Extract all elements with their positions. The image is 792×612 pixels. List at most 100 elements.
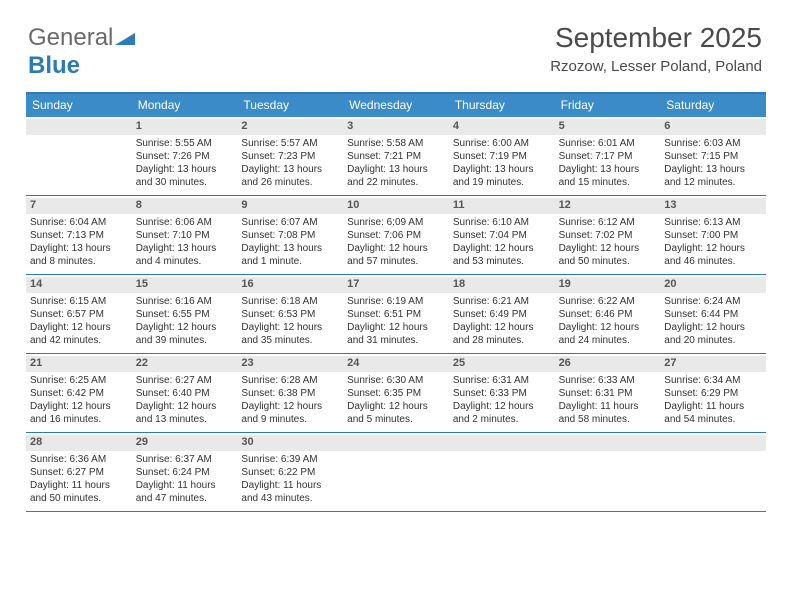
calendar-day-cell: 25Sunrise: 6:31 AMSunset: 6:33 PMDayligh… — [449, 354, 555, 432]
sunrise-text: Sunrise: 6:03 AM — [664, 137, 762, 150]
sunset-text: Sunset: 7:04 PM — [453, 229, 551, 242]
weekday-header: Tuesday — [237, 94, 343, 117]
location-subtitle: Rzozow, Lesser Poland, Poland — [550, 58, 762, 75]
daylight2-text: and 43 minutes. — [241, 492, 339, 505]
day-number — [26, 119, 132, 135]
calendar-day-cell: 3Sunrise: 5:58 AMSunset: 7:21 PMDaylight… — [343, 117, 449, 195]
sunset-text: Sunset: 6:46 PM — [559, 308, 657, 321]
daylight1-text: Daylight: 11 hours — [30, 479, 128, 492]
brand-logo: General Blue — [28, 24, 135, 80]
day-number: 23 — [237, 356, 343, 372]
daylight1-text: Daylight: 12 hours — [347, 321, 445, 334]
sunset-text: Sunset: 7:02 PM — [559, 229, 657, 242]
daylight1-text: Daylight: 11 hours — [664, 400, 762, 413]
daylight2-text: and 50 minutes. — [559, 255, 657, 268]
sunrise-text: Sunrise: 6:25 AM — [30, 374, 128, 387]
weekday-header-row: Sunday Monday Tuesday Wednesday Thursday… — [26, 94, 766, 117]
daylight1-text: Daylight: 11 hours — [559, 400, 657, 413]
calendar-day-cell: 27 Sunrise: 6:34 AMSunset: 6:29 PMDayligh… — [660, 354, 766, 432]
daylight1-text: Daylight: 12 hours — [136, 400, 234, 413]
daylight1-text: Daylight: 12 hours — [559, 242, 657, 255]
day-number: 27 — [660, 356, 766, 372]
sunset-text: Sunset: 6:51 PM — [347, 308, 445, 321]
calendar-day-cell: 18Sunrise: 6:21 AMSunset: 6:49 PMDayligh… — [449, 275, 555, 353]
daylight2-text: and 8 minutes. — [30, 255, 128, 268]
calendar-day-cell: 11 Sunrise: 6:10 AMSunset: 7:04 PMDayligh… — [449, 196, 555, 274]
sunrise-text: Sunrise: 6:39 AM — [241, 453, 339, 466]
calendar-day-cell: 22Sunrise: 6:27 AMSunset: 6:40 PMDayligh… — [132, 354, 238, 432]
day-number — [555, 435, 661, 451]
daylight1-text: Daylight: 12 hours — [453, 242, 551, 255]
sunrise-text: Sunrise: 6:10 AM — [453, 216, 551, 229]
calendar-day-cell: 9Sunrise: 6:07 AMSunset: 7:08 PMDaylight… — [237, 196, 343, 274]
daylight1-text: Daylight: 13 hours — [347, 163, 445, 176]
daylight1-text: Daylight: 12 hours — [30, 321, 128, 334]
weekday-header: Thursday — [449, 94, 555, 117]
day-number: 4 — [449, 119, 555, 135]
calendar-day-cell: 12Sunrise: 6:12 AMSunset: 7:02 PMDayligh… — [555, 196, 661, 274]
day-number: 21 — [26, 356, 132, 372]
sunset-text: Sunset: 6:24 PM — [136, 466, 234, 479]
daylight2-text: and 15 minutes. — [559, 176, 657, 189]
day-number: 15 — [132, 277, 238, 293]
sunset-text: Sunset: 6:35 PM — [347, 387, 445, 400]
day-number: 11 — [449, 198, 555, 214]
sunrise-text: Sunrise: 6:34 AM — [664, 374, 762, 387]
brand-part2: Blue — [28, 52, 80, 79]
daylight2-text: and 26 minutes. — [241, 176, 339, 189]
daylight2-text: and 4 minutes. — [136, 255, 234, 268]
sunset-text: Sunset: 7:15 PM — [664, 150, 762, 163]
sunset-text: Sunset: 7:26 PM — [136, 150, 234, 163]
calendar-day-cell: 17Sunrise: 6:19 AMSunset: 6:51 PMDayligh… — [343, 275, 449, 353]
calendar-day-cell: 21Sunrise: 6:25 AMSunset: 6:42 PMDayligh… — [26, 354, 132, 432]
calendar-week-row: 1Sunrise: 5:55 AMSunset: 7:26 PMDaylight… — [26, 117, 766, 196]
daylight1-text: Daylight: 12 hours — [241, 321, 339, 334]
daylight1-text: Daylight: 12 hours — [664, 242, 762, 255]
sunset-text: Sunset: 6:27 PM — [30, 466, 128, 479]
sunset-text: Sunset: 6:29 PM — [664, 387, 762, 400]
sunrise-text: Sunrise: 6:18 AM — [241, 295, 339, 308]
day-number: 25 — [449, 356, 555, 372]
calendar-day-cell: 26Sunrise: 6:33 AMSunset: 6:31 PMDayligh… — [555, 354, 661, 432]
day-number: 29 — [132, 435, 238, 451]
sunrise-text: Sunrise: 6:33 AM — [559, 374, 657, 387]
sunset-text: Sunset: 6:55 PM — [136, 308, 234, 321]
day-number: 3 — [343, 119, 449, 135]
sunset-text: Sunset: 7:21 PM — [347, 150, 445, 163]
daylight2-text: and 39 minutes. — [136, 334, 234, 347]
calendar-week-row: 7Sunrise: 6:04 AMSunset: 7:13 PMDaylight… — [26, 196, 766, 275]
sunset-text: Sunset: 7:13 PM — [30, 229, 128, 242]
calendar-day-cell: 6Sunrise: 6:03 AMSunset: 7:15 PMDaylight… — [660, 117, 766, 195]
sunset-text: Sunset: 6:42 PM — [30, 387, 128, 400]
calendar-day-cell: 24Sunrise: 6:30 AMSunset: 6:35 PMDayligh… — [343, 354, 449, 432]
sunset-text: Sunset: 6:40 PM — [136, 387, 234, 400]
daylight1-text: Daylight: 13 hours — [241, 242, 339, 255]
sunset-text: Sunset: 6:31 PM — [559, 387, 657, 400]
sunset-text: Sunset: 6:44 PM — [664, 308, 762, 321]
brand-triangle-icon — [115, 31, 135, 47]
day-number — [343, 435, 449, 451]
calendar-week-row: 28Sunrise: 6:36 AMSunset: 6:27 PMDayligh… — [26, 433, 766, 512]
day-number: 12 — [555, 198, 661, 214]
calendar-day-cell: 29Sunrise: 6:37 AMSunset: 6:24 PMDayligh… — [132, 433, 238, 511]
sunrise-text: Sunrise: 6:09 AM — [347, 216, 445, 229]
day-number: 24 — [343, 356, 449, 372]
calendar-day-cell: 30Sunrise: 6:39 AMSunset: 6:22 PMDayligh… — [237, 433, 343, 511]
day-number: 14 — [26, 277, 132, 293]
daylight2-text: and 12 minutes. — [664, 176, 762, 189]
daylight1-text: Daylight: 12 hours — [559, 321, 657, 334]
daylight2-text: and 53 minutes. — [453, 255, 551, 268]
calendar-day-cell: 14Sunrise: 6:15 AMSunset: 6:57 PMDayligh… — [26, 275, 132, 353]
daylight2-text: and 47 minutes. — [136, 492, 234, 505]
daylight2-text: and 50 minutes. — [30, 492, 128, 505]
calendar-day-cell: 20Sunrise: 6:24 AMSunset: 6:44 PMDayligh… — [660, 275, 766, 353]
daylight1-text: Daylight: 11 hours — [136, 479, 234, 492]
calendar-day-cell: 10Sunrise: 6:09 AMSunset: 7:06 PMDayligh… — [343, 196, 449, 274]
sunrise-text: Sunrise: 6:21 AM — [453, 295, 551, 308]
daylight2-text: and 31 minutes. — [347, 334, 445, 347]
sunrise-text: Sunrise: 6:24 AM — [664, 295, 762, 308]
daylight1-text: Daylight: 11 hours — [241, 479, 339, 492]
daylight2-text: and 19 minutes. — [453, 176, 551, 189]
calendar-week-row: 21 Sunrise: 6:25 AMSunset: 6:42 PM Dayligh… — [26, 354, 766, 433]
sunset-text: Sunset: 6:57 PM — [30, 308, 128, 321]
